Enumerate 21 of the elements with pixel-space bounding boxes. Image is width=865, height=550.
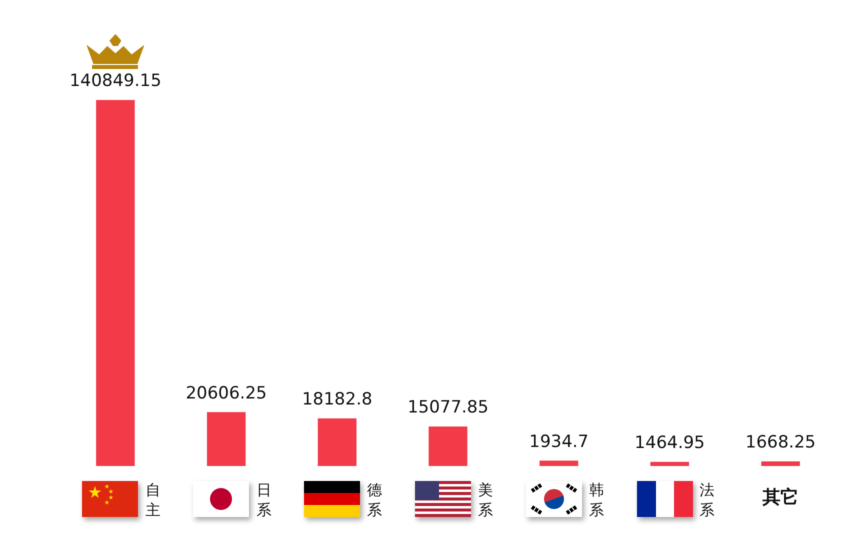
- x-tick-label: 美系: [478, 480, 493, 520]
- data-label: 1668.25: [745, 432, 816, 453]
- x-tick-label: 日系: [256, 480, 272, 520]
- data-label: 20606.25: [186, 383, 267, 404]
- bar: [428, 426, 468, 466]
- bar: [96, 100, 135, 466]
- bar: [206, 412, 246, 466]
- data-label: 15077.85: [407, 398, 489, 418]
- x-tick-label: 其它: [762, 487, 800, 508]
- x-tick-label: 自主: [145, 480, 160, 520]
- x-tick-label: 法系: [700, 480, 715, 520]
- data-label: 1934.7: [529, 432, 589, 452]
- data-label: 1464.95: [634, 433, 705, 454]
- x-tick-label: 韩系: [588, 480, 604, 520]
- x-tick-label: 德系: [367, 480, 382, 520]
- bar: [540, 460, 578, 466]
- bar: [318, 418, 356, 466]
- data-label: 140849.15: [69, 70, 162, 91]
- bar: [650, 462, 690, 466]
- bar: [761, 461, 800, 466]
- data-label: 18182.8: [302, 390, 372, 410]
